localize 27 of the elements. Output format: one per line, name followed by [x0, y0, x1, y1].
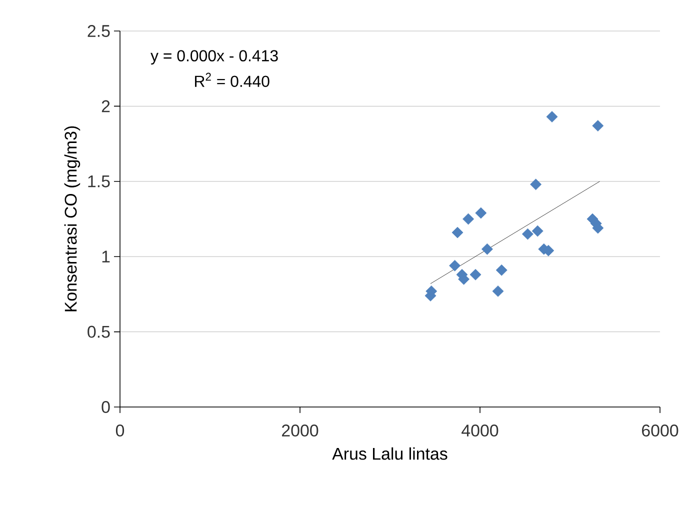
- point: [449, 260, 461, 272]
- point: [532, 225, 544, 237]
- y-tick-label: 2: [102, 100, 110, 112]
- point: [592, 120, 604, 132]
- y-tick-label: 1.5: [88, 175, 110, 188]
- point: [492, 286, 504, 297]
- x-tick-label: 4000: [462, 424, 498, 437]
- point: [546, 111, 558, 122]
- x-axis-title: Arus Lalu lintas: [332, 447, 448, 460]
- annotation: y = 0.000x - 0.413: [150, 50, 278, 65]
- point: [481, 243, 493, 255]
- y-tick-label: 2.5: [88, 25, 110, 38]
- point: [470, 268, 482, 280]
- point: [496, 264, 508, 276]
- x-tick-label: 0: [116, 424, 124, 437]
- annotation: R$^{2}$ = 0.440: [195, 72, 270, 87]
- y-tick-label: 0.5: [88, 326, 110, 338]
- point: [530, 178, 542, 190]
- point: [452, 226, 464, 238]
- x-tick-label: 6000: [642, 424, 678, 437]
- y-tick-label: 0: [102, 401, 110, 414]
- point: [522, 228, 534, 240]
- y-axis-title: Konsentrasi CO (mg/m3): [64, 126, 80, 312]
- y-tick-label: 1: [102, 250, 110, 262]
- x-tick-label: 2000: [282, 424, 318, 437]
- point: [475, 207, 487, 219]
- point: [462, 213, 474, 225]
